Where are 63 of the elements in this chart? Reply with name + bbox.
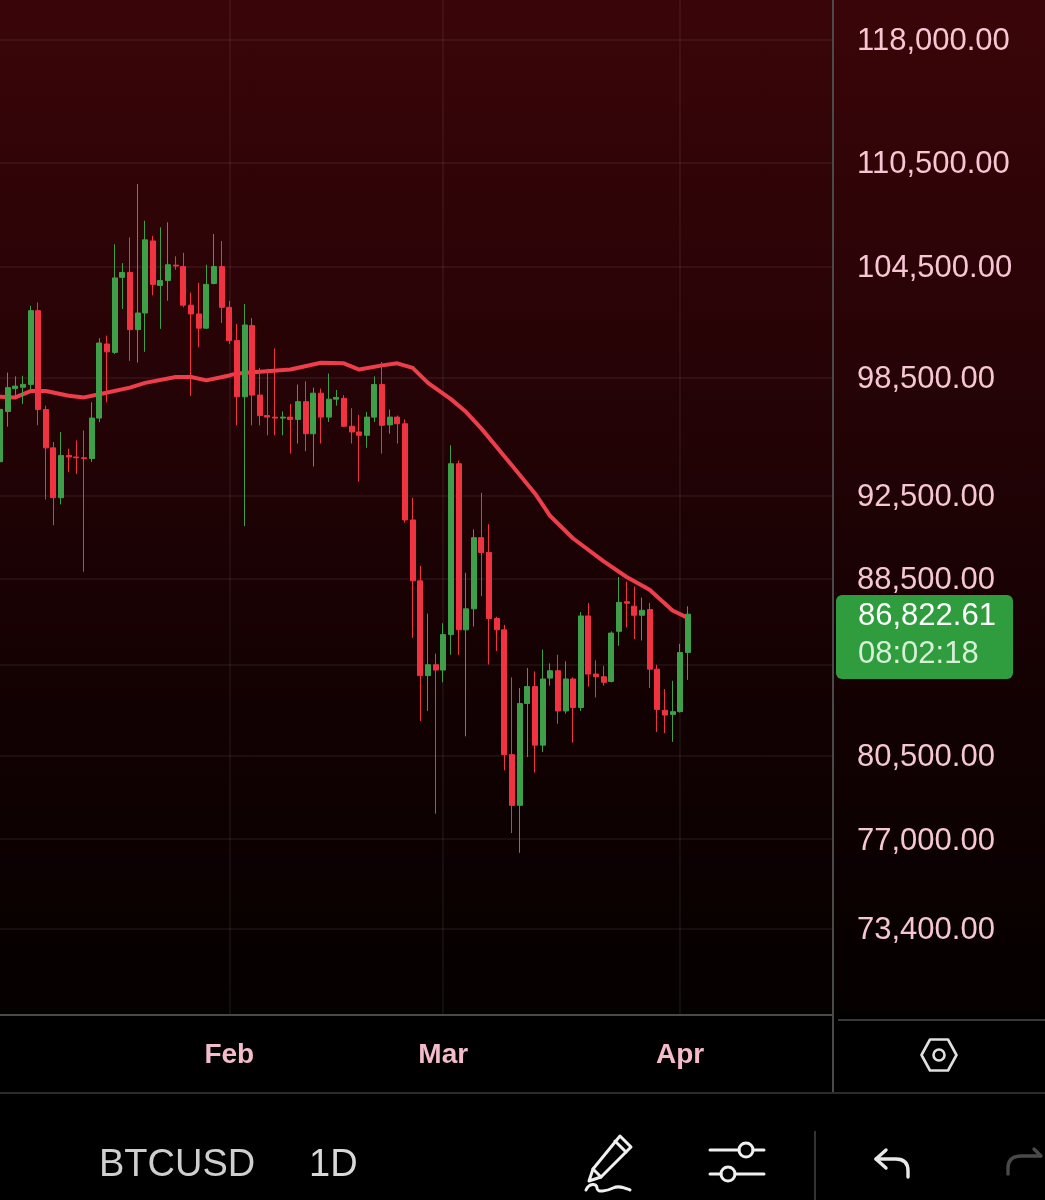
y-tick-label: 77,000.00 [857, 821, 995, 857]
x-tick-label: Feb [204, 1037, 255, 1069]
candlestick [563, 660, 569, 715]
candlestick [601, 665, 607, 687]
text: 1D [309, 1141, 358, 1185]
candlestick [478, 492, 484, 597]
candlestick [157, 226, 163, 330]
y-tick-label: 73,400.00 [857, 911, 995, 947]
candlestick [616, 576, 622, 647]
candlestick [303, 380, 309, 452]
candlestick [387, 409, 393, 435]
y-tick-label: 98,500.00 [857, 360, 995, 396]
candlestick [280, 410, 286, 436]
x-tick-label: Apr [656, 1037, 705, 1069]
candlestick [456, 460, 462, 656]
y-tick-label: 80,500.00 [857, 738, 995, 774]
candlestick [685, 605, 691, 681]
candlestick [608, 630, 614, 683]
candlestick [570, 676, 576, 744]
candlestick [532, 670, 538, 774]
candlestick [448, 444, 454, 656]
text: 08:02:18 [858, 634, 980, 673]
candlestick [310, 387, 316, 468]
candlestick [28, 305, 34, 390]
text: BTCUSD [99, 1141, 256, 1185]
candlestick [662, 688, 668, 734]
candlestick [341, 394, 347, 428]
candlestick [624, 581, 630, 628]
candlestick [555, 654, 561, 725]
candlestick [463, 572, 469, 737]
candlestick [394, 415, 400, 445]
candlestick [440, 622, 446, 683]
candlestick [196, 282, 202, 348]
candlestick [486, 523, 492, 666]
candlestick [150, 235, 156, 296]
y-tick-label: 88,500.00 [857, 560, 995, 596]
candlestick [471, 528, 477, 628]
text: 86,822.61 [858, 596, 997, 635]
candlestick [318, 388, 324, 445]
candlestick [242, 303, 248, 527]
candlestick [639, 597, 645, 641]
candlestick [585, 602, 591, 688]
y-tick-label: 110,500.00 [857, 144, 1010, 180]
candlestick [509, 676, 515, 834]
candlestick [287, 403, 293, 455]
x-tick-label: Mar [418, 1037, 469, 1069]
candlestick [631, 586, 637, 640]
candlestick [295, 384, 301, 445]
candlestick [203, 264, 209, 330]
candlestick [211, 233, 217, 285]
candlestick [402, 418, 408, 524]
candlestick [578, 611, 584, 712]
y-tick-label: 92,500.00 [857, 477, 995, 513]
candlestick [20, 375, 26, 405]
y-tick-label: 118,000.00 [857, 21, 1010, 57]
candlestick [165, 221, 171, 302]
candlestick [58, 431, 64, 505]
candlestick [127, 236, 133, 362]
y-tick-label: 104,500.00 [857, 249, 1013, 285]
candlestick [425, 613, 431, 712]
candlestick [433, 653, 439, 815]
candlestick [593, 659, 599, 698]
candlestick [81, 429, 87, 573]
